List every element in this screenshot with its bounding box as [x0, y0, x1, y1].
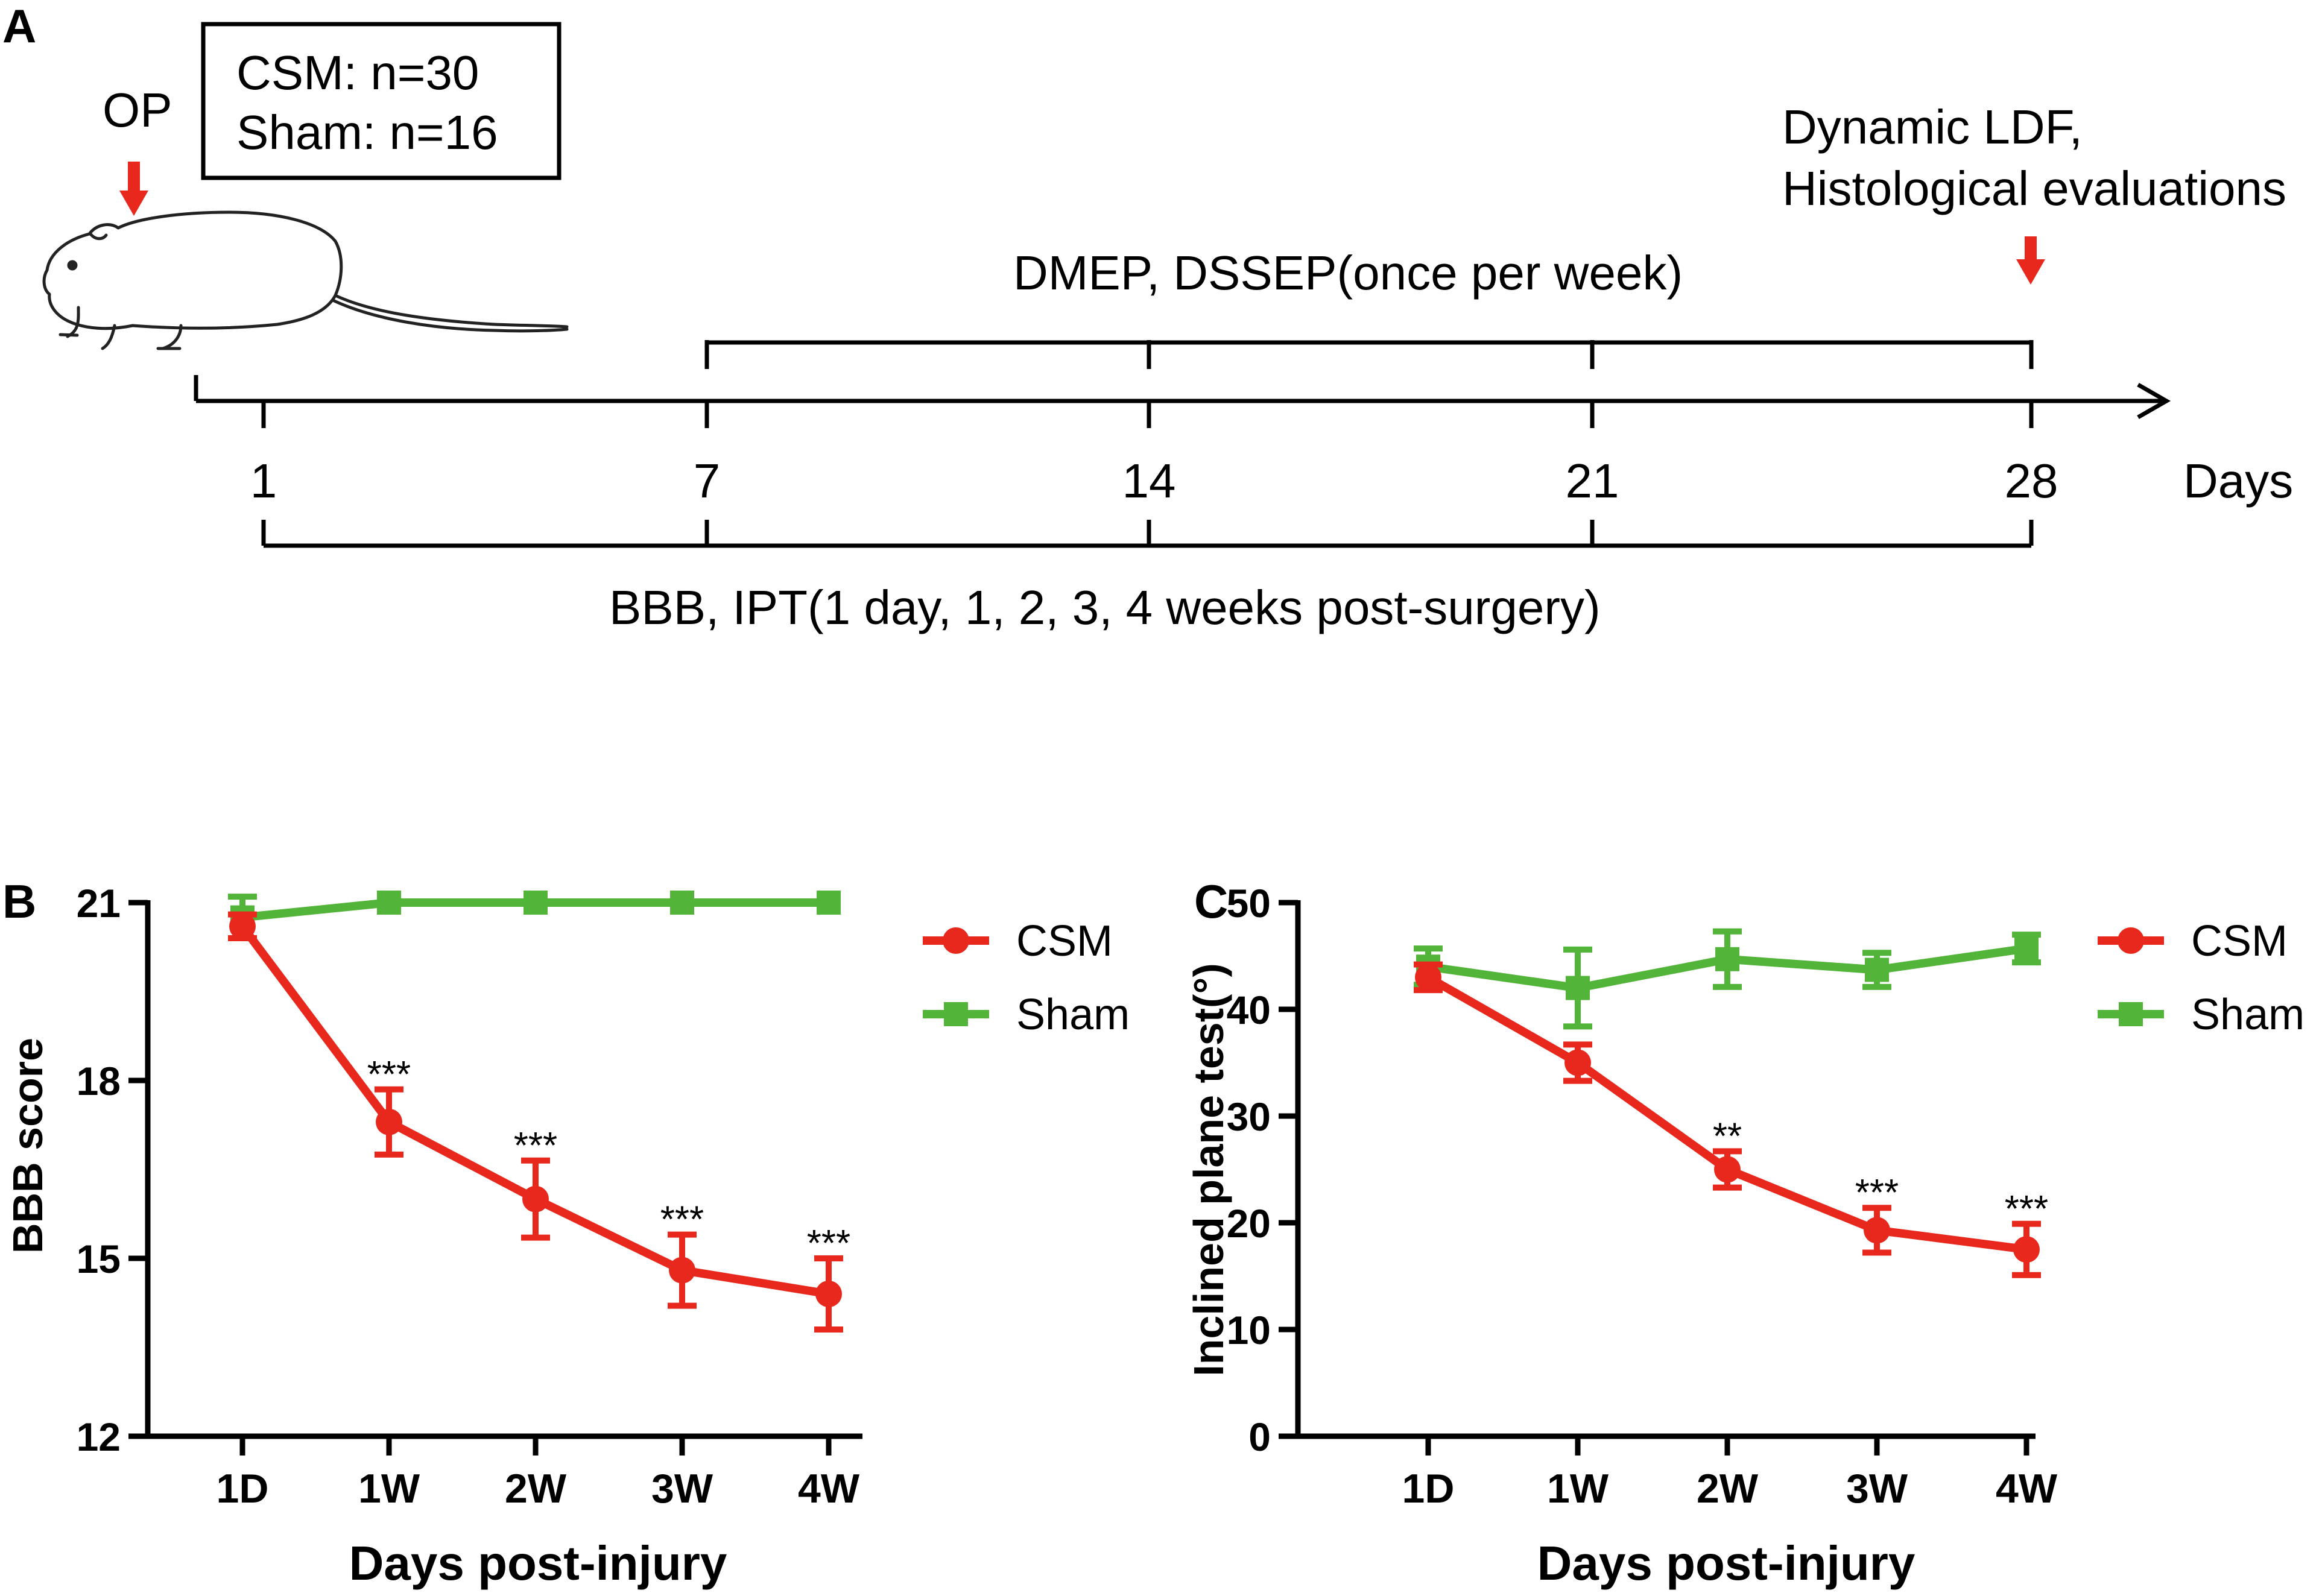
y-tick-label: 21 [77, 881, 121, 926]
legend-csm-label: CSM [1016, 917, 1113, 965]
timeline-tick-labels: 1 7 14 21 28 Days [250, 454, 2294, 508]
x-tick-label: 3W [1846, 1466, 1908, 1512]
legend-sham-label: Sham [1016, 991, 1130, 1039]
legend-sham-marker [2119, 1002, 2143, 1026]
data-point-csm [1564, 1049, 1591, 1076]
panel-c-ytick-labels: 0 10 20 30 40 50 [1227, 881, 1271, 1459]
timeline-unit: Days [2183, 454, 2293, 508]
data-point-csm [1714, 1156, 1741, 1183]
panel-b-legend: CSM Sham [923, 917, 1130, 1039]
series-csm-line [1426, 973, 2027, 1254]
legend-csm-marker [943, 927, 969, 954]
ep-bracket [704, 340, 2034, 369]
y-tick-label: 15 [77, 1237, 121, 1281]
rat-illustration [42, 210, 569, 350]
panel-b-chart: B 12 15 18 21 1D 1W 2W 3W 4W *** *** *** *** D… [2, 875, 1130, 1590]
x-tick-label: 4W [798, 1466, 860, 1512]
panel-b-ytick-labels: 12 15 18 21 [77, 881, 121, 1459]
x-tick-label: 4W [1996, 1466, 2058, 1512]
legend-csm-label: CSM [2191, 917, 2288, 965]
data-point-sham [377, 891, 401, 915]
x-tick-label: 1W [1547, 1466, 1609, 1512]
panel-a-label: A [2, 0, 36, 52]
x-tick-label: 1D [217, 1466, 269, 1512]
y-tick-label: 12 [77, 1415, 121, 1459]
y-axis-label: Inclined plane test(°) [1185, 963, 1232, 1376]
data-point-sham [2014, 936, 2039, 961]
x-axis-label: Days post-injury [349, 1536, 727, 1590]
timeline-tick-label: 21 [1566, 454, 1619, 508]
end-event-line-2: Histological evaluations [1782, 162, 2286, 215]
panel-b-xtick-labels: 1D 1W 2W 3W 4W [217, 1466, 860, 1512]
panel-c-axes [1279, 900, 2036, 1456]
panel-c-xtick-labels: 1D 1W 2W 3W 4W [1402, 1466, 2058, 1512]
data-point-csm [2013, 1236, 2040, 1263]
behavior-label: BBB, IPT(1 day, 1, 2, 3, 4 weeks post-su… [609, 581, 1601, 634]
panel-b-series: *** *** *** *** [228, 891, 850, 1333]
significance-marker: *** [807, 1223, 850, 1264]
significance-marker: *** [367, 1054, 411, 1096]
data-point-sham [670, 891, 694, 915]
significance-marker: *** [1855, 1172, 1899, 1214]
x-tick-label: 3W [651, 1466, 713, 1512]
data-point-sham [1566, 976, 1590, 1000]
legend-sham-marker [944, 1002, 968, 1026]
timeline-tick-label: 28 [2005, 454, 2058, 508]
data-point-csm [669, 1257, 695, 1284]
panel-c-label: C [1194, 875, 1228, 928]
data-point-csm [522, 1185, 549, 1213]
y-tick-label: 30 [1227, 1094, 1271, 1139]
group-sham: Sham: n=16 [236, 106, 498, 159]
y-tick-label: 0 [1248, 1415, 1271, 1459]
y-tick-label: 10 [1227, 1308, 1271, 1352]
data-point-sham [1865, 957, 1889, 982]
y-tick-label: 20 [1227, 1201, 1271, 1246]
legend-sham-label: Sham [2191, 991, 2305, 1039]
panel-c-series: ***** *** [1414, 928, 2048, 1278]
significance-marker: *** [2005, 1188, 2048, 1230]
panel-a: A CSM: n=30 Sham: n=16 OP DMEP, DSSEP(on… [2, 0, 2293, 634]
data-point-csm [815, 1281, 842, 1307]
legend-csm-marker [2118, 927, 2144, 954]
end-event-line-1: Dynamic LDF, [1782, 100, 2083, 154]
significance-marker: ** [1713, 1115, 1742, 1157]
op-label: OP [103, 83, 172, 137]
group-box [201, 22, 562, 180]
data-point-csm [376, 1108, 402, 1135]
y-axis-label: BBB score [4, 1038, 51, 1254]
x-axis-label: Days post-injury [1537, 1536, 1915, 1590]
data-point-csm [229, 913, 256, 940]
data-point-csm [1415, 964, 1441, 991]
panel-b-axes [128, 900, 862, 1456]
y-tick-label: 18 [77, 1059, 121, 1103]
y-tick-label: 50 [1227, 881, 1271, 926]
significance-marker: *** [514, 1125, 557, 1167]
timeline-tick-label: 7 [694, 454, 721, 508]
x-tick-label: 2W [1697, 1466, 1759, 1512]
op-arrow [119, 162, 148, 216]
data-point-csm [1864, 1217, 1890, 1244]
data-point-sham [817, 891, 841, 915]
x-tick-label: 1W [358, 1466, 420, 1512]
end-arrow [2016, 236, 2045, 285]
y-tick-label: 40 [1227, 988, 1271, 1032]
timeline-tick-label: 14 [1122, 454, 1176, 508]
data-point-sham [1715, 947, 1739, 971]
data-point-sham [524, 891, 548, 915]
x-tick-label: 2W [505, 1466, 567, 1512]
behavior-bracket [261, 520, 2034, 548]
timeline-tick-label: 1 [250, 454, 277, 508]
significance-marker: *** [660, 1199, 704, 1241]
group-csm: CSM: n=30 [236, 46, 479, 99]
panel-c-legend: CSM Sham [2098, 917, 2305, 1039]
timeline-axis [194, 375, 2171, 428]
x-tick-label: 1D [1402, 1466, 1455, 1512]
panel-b-label: B [2, 875, 36, 928]
ep-label: DMEP, DSSEP(once per week) [1013, 246, 1683, 300]
